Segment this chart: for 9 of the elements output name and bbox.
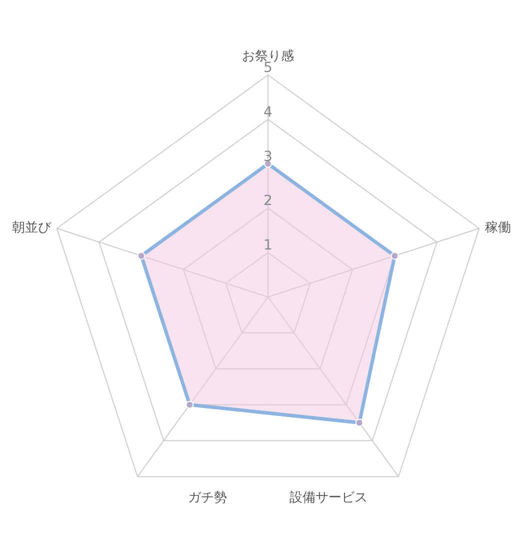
y-tick-label: 4 (264, 104, 273, 120)
spoke-label: 設備サービス (289, 490, 368, 506)
y-tick-label: 2 (264, 193, 272, 210)
y-tick-label: 1 (264, 238, 272, 254)
y-tick-label: 3 (264, 148, 272, 165)
y-tick-label: 5 (264, 60, 272, 76)
spoke-label: ガチ勢 (188, 490, 228, 506)
spoke-label: 朝並び (12, 220, 52, 236)
spoke-label: 稼働 (484, 220, 511, 236)
